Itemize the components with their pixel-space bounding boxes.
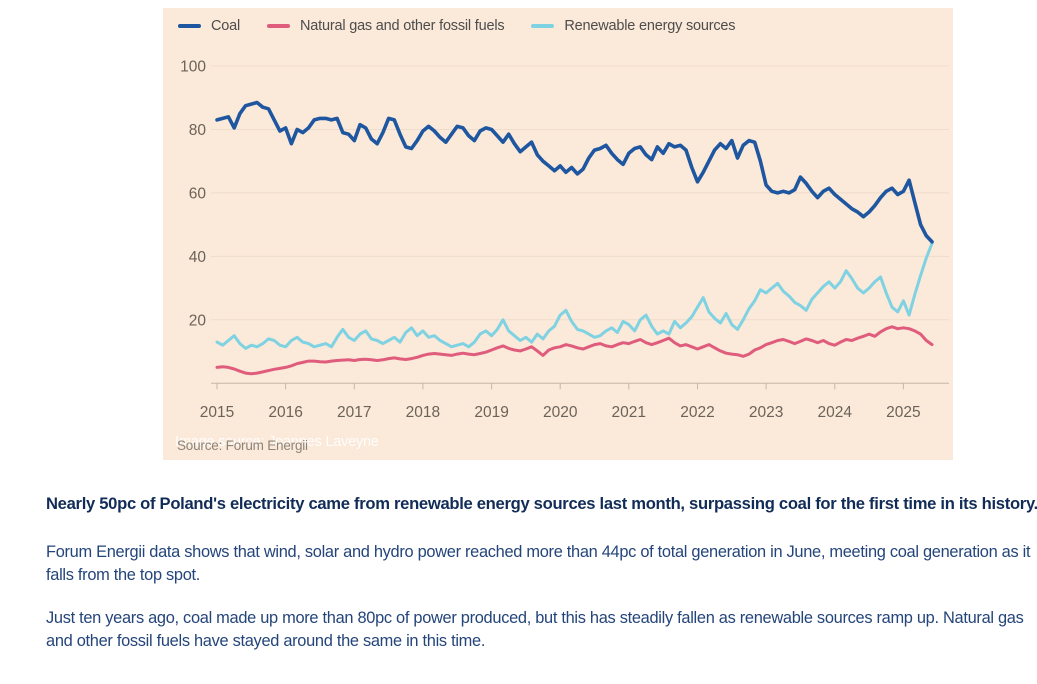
y-axis-tick-label: 80 [189, 122, 207, 139]
image-source-watermark: Image source: Joannes Laveyne [175, 434, 379, 450]
legend-label: Coal [211, 18, 241, 34]
x-axis-tick-label: 2016 [268, 404, 302, 421]
article-paragraph: Forum Energii data shows that wind, sola… [46, 543, 1031, 584]
legend-item-renewables: Renewable energy sources [531, 18, 736, 34]
x-axis-tick-label: 2021 [612, 404, 646, 421]
legend-label: Natural gas and other fossil fuels [300, 18, 505, 34]
legend-item-gas: Natural gas and other fossil fuels [267, 18, 505, 34]
series-line-coal [215, 100, 934, 244]
x-axis-tick-label: 2019 [474, 404, 508, 421]
series-line-renewables [215, 241, 934, 350]
article-headline: Nearly 50pc of Poland's electricity came… [46, 494, 1037, 513]
legend-item-coal: Coal [178, 18, 240, 34]
series-line-gas [215, 325, 934, 376]
y-axis-tick-label: 60 [189, 185, 207, 202]
line-chart: 20 40 60 80 100 2015 2016 2017 2018 2019 2020 2021 2… [180, 59, 949, 421]
coal-line-swatch-icon [178, 23, 201, 29]
legend-label: Renewable energy sources [564, 18, 736, 34]
y-axis-tick-label: 40 [189, 249, 207, 266]
x-axis-tick-label: 2024 [818, 404, 853, 421]
x-axis-tick-label: 2015 [200, 404, 234, 421]
x-axis-tick-label: 2020 [543, 404, 578, 421]
gas-line-swatch-icon [267, 23, 291, 29]
article-body: Nearly 50pc of Poland's electricity came… [46, 492, 1037, 673]
x-axis-tick-label: 2018 [406, 404, 440, 421]
y-axis-tick-label: 100 [180, 59, 206, 76]
chart-panel: 20 40 60 80 100 2015 2016 2017 2018 2019 2020 2021 2… [163, 8, 953, 460]
x-axis-tick-label: 2017 [337, 404, 371, 421]
renewables-line-swatch-icon [531, 23, 555, 29]
chart-legend: Coal Natural gas and other fossil fuels … [178, 18, 762, 34]
x-axis-tick-label: 2023 [749, 404, 783, 421]
chart-source-label: Source: Forum Energii [177, 438, 308, 453]
article-paragraph: Just ten years ago, coal made up more th… [46, 609, 1024, 650]
x-axis-tick-label: 2022 [680, 404, 714, 421]
y-axis-tick-label: 20 [189, 312, 207, 329]
x-axis-tick-label: 2025 [886, 404, 920, 421]
